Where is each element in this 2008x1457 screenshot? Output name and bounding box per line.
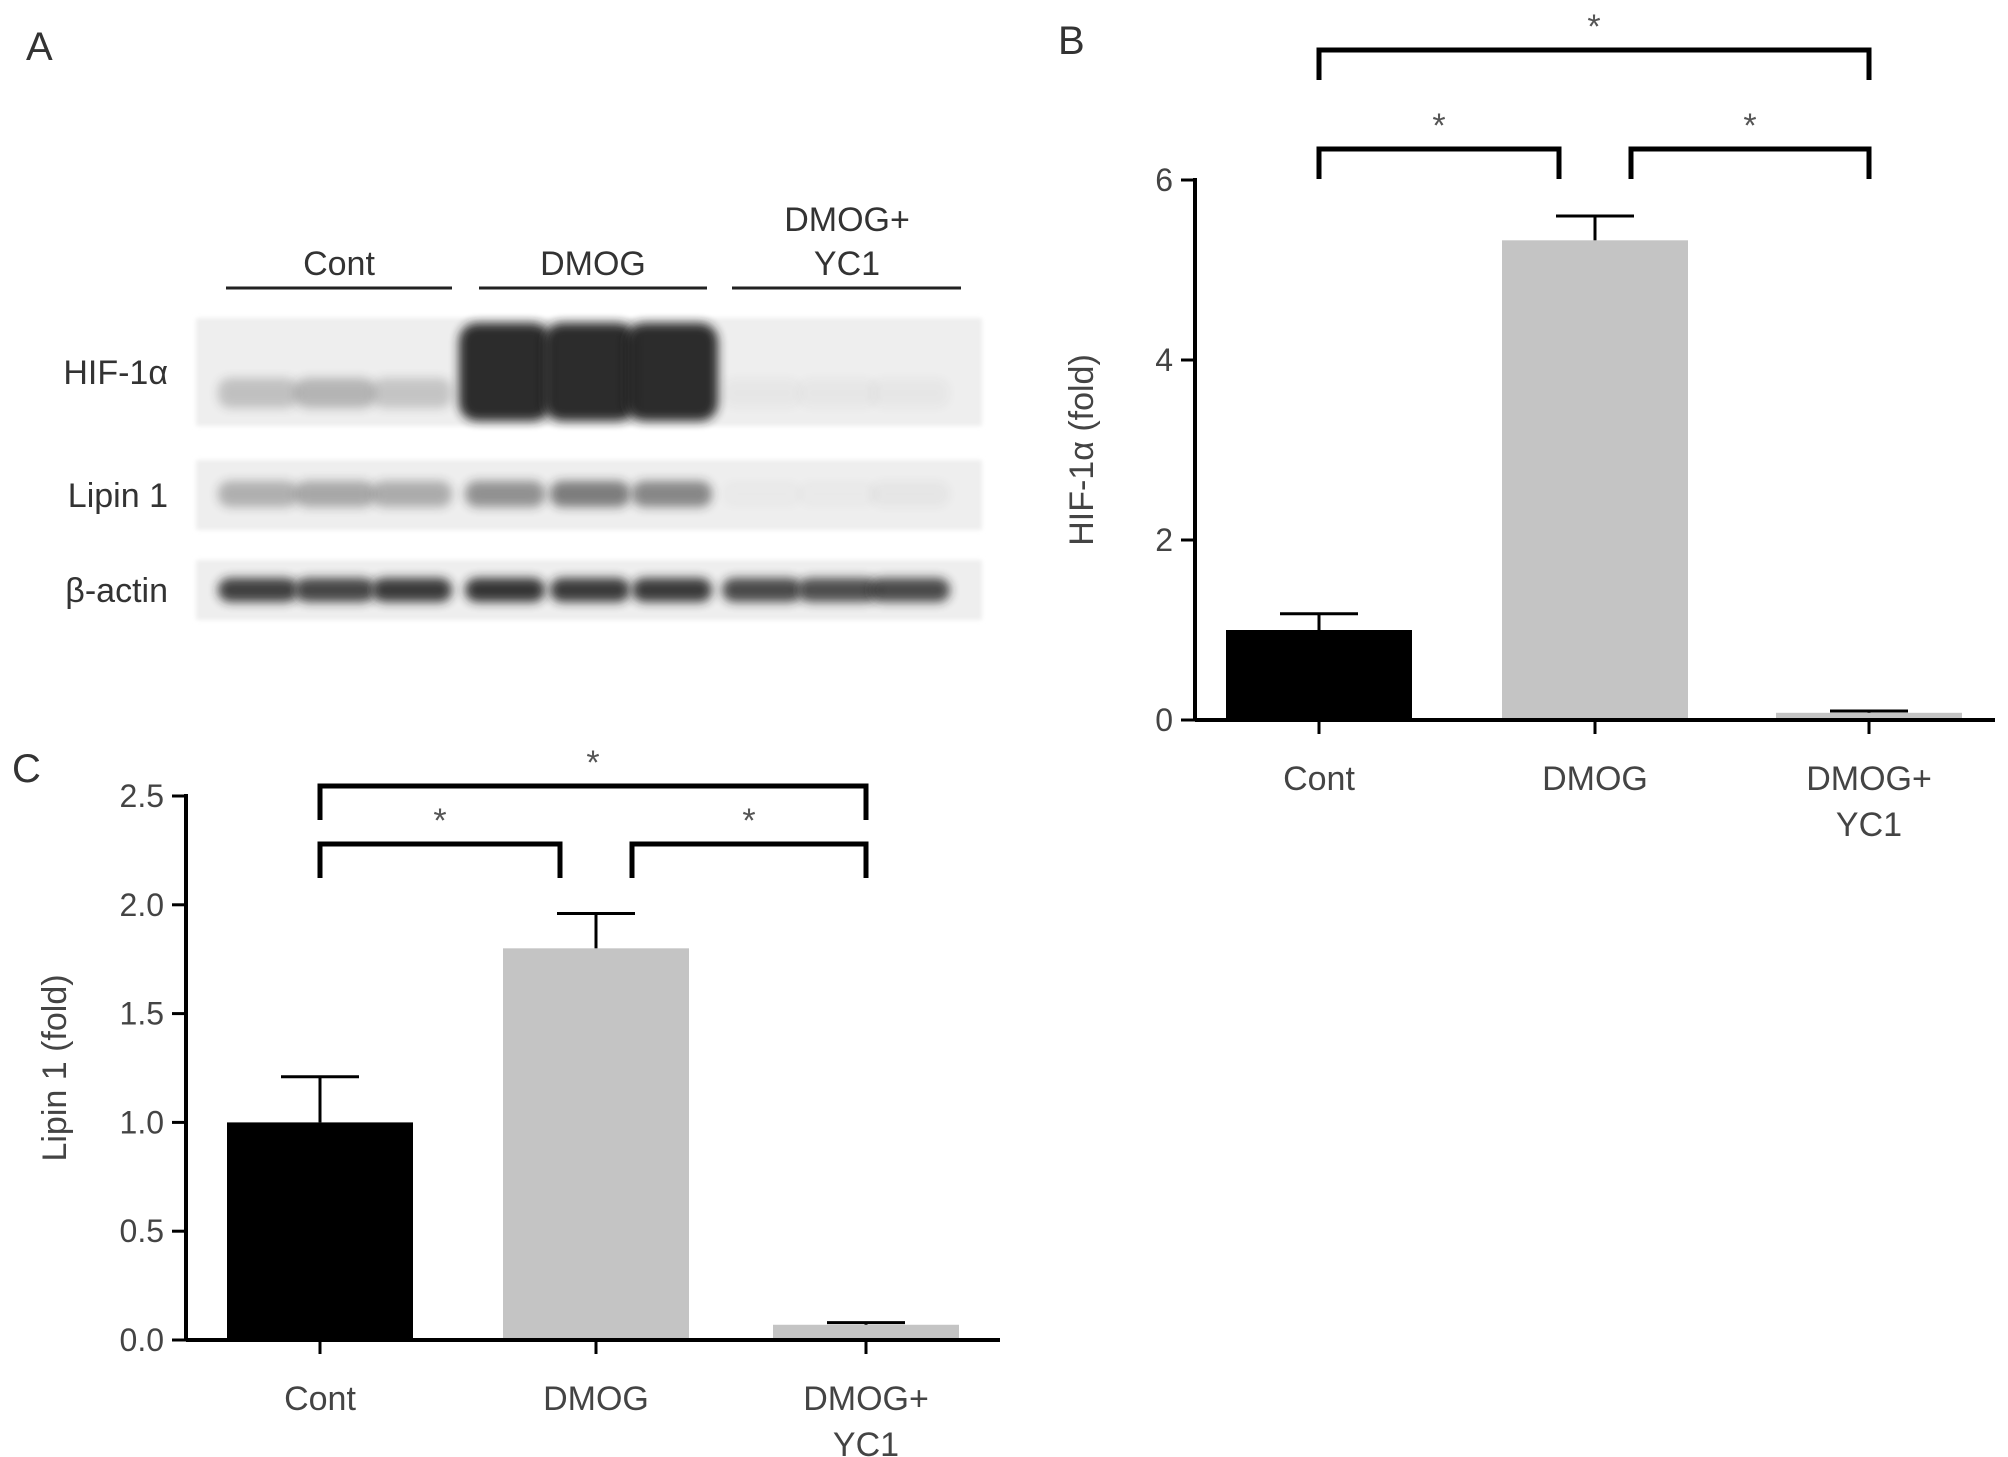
- y-tick-label: 4: [1155, 342, 1173, 378]
- y-tick-label: 1.0: [120, 1104, 164, 1140]
- significance-bracket: [1316, 47, 1872, 80]
- x-tick-label: DMOG: [1542, 760, 1648, 798]
- x-tick-label: DMOG+: [803, 1380, 929, 1418]
- y-tick-label: 2: [1155, 522, 1173, 558]
- blot-row-label: Lipin 1: [68, 477, 168, 515]
- significance-marker: *: [1432, 107, 1445, 145]
- y-tick-label: 2.5: [120, 778, 164, 814]
- blot-row-label: β-actin: [65, 572, 168, 610]
- chart-lipin1: 0.0 0.5 1.0 1.5 2.0 2.5 Cont DMOG DMOG+ YC1 Lipin …: [36, 744, 1000, 1457]
- blot-band: [870, 578, 950, 602]
- y-tick-label: 1.5: [120, 996, 164, 1032]
- significance-bracket: [317, 783, 869, 820]
- western-blot: Cont DMOG DMOG+ YC1 HIF-1α Lipin 1 β-actin: [63, 201, 982, 620]
- blot-band: [372, 481, 452, 507]
- blot-band: [550, 578, 630, 602]
- blot-band: [870, 481, 950, 507]
- bar: [1776, 712, 1962, 720]
- blot-band: [218, 378, 298, 408]
- significance-marker: *: [1743, 107, 1756, 145]
- panel-letter-b: B: [1058, 19, 1085, 63]
- blot-band: [372, 578, 452, 602]
- significance-bracket: [317, 841, 563, 878]
- x-tick-label: YC1: [1836, 806, 1902, 844]
- blot-band: [626, 323, 718, 421]
- significance-marker: *: [742, 802, 755, 840]
- significance-marker: *: [433, 802, 446, 840]
- bar: [1226, 630, 1412, 720]
- blot-band: [632, 578, 712, 602]
- significance-marker: *: [586, 744, 599, 782]
- bar: [1502, 240, 1688, 721]
- significance-bracket: [1316, 146, 1562, 179]
- x-tick-label: DMOG+: [1806, 760, 1932, 798]
- bar: [773, 1324, 959, 1340]
- panel-letter-a: A: [26, 25, 53, 69]
- blot-band: [295, 481, 375, 507]
- blot-band: [218, 481, 298, 507]
- blot-band: [550, 481, 630, 507]
- bar: [503, 948, 689, 1340]
- y-tick-label: 6: [1155, 162, 1173, 198]
- x-tick-label: DMOG: [543, 1380, 649, 1418]
- blot-band: [218, 578, 298, 602]
- panel-letter-c: C: [12, 747, 41, 791]
- x-tick-label: Cont: [1283, 760, 1355, 798]
- blot-band: [544, 323, 636, 421]
- blot-band: [722, 378, 802, 408]
- x-tick-label: Cont: [284, 1380, 356, 1418]
- y-tick-label: 0: [1155, 702, 1173, 738]
- blot-row-label: HIF-1α: [63, 354, 168, 392]
- x-tick-label: YC1: [833, 1426, 899, 1457]
- y-axis-title: Lipin 1 (fold): [36, 974, 74, 1161]
- blot-band: [722, 578, 802, 602]
- blot-band: [798, 578, 878, 602]
- bar: [227, 1122, 413, 1340]
- y-tick-label: 0.0: [120, 1322, 164, 1358]
- significance-marker: *: [1587, 8, 1600, 46]
- blot-band: [798, 481, 878, 507]
- blot-group-label: Cont: [303, 245, 375, 283]
- blot-band: [372, 378, 452, 408]
- y-axis-title: HIF-1α (fold): [1063, 354, 1101, 546]
- significance-bracket: [1628, 146, 1872, 179]
- blot-band: [632, 481, 712, 507]
- y-tick-label: 0.5: [120, 1213, 164, 1249]
- blot-band: [722, 481, 802, 507]
- blot-group-label: YC1: [814, 245, 880, 283]
- blot-band: [465, 578, 545, 602]
- blot-group-label: DMOG: [540, 245, 646, 283]
- blot-band: [798, 378, 878, 408]
- blot-band: [870, 378, 950, 408]
- blot-band: [295, 578, 375, 602]
- blot-band: [465, 481, 545, 507]
- chart-hif1a: 0 2 4 6 Cont DMOG DMOG+ YC1 HIF-1α (fold) * * *: [1063, 8, 1995, 844]
- y-tick-label: 2.0: [120, 887, 164, 923]
- blot-band: [295, 378, 375, 408]
- significance-bracket: [629, 841, 869, 878]
- blot-band: [459, 323, 551, 421]
- blot-group-label: DMOG+: [784, 201, 910, 239]
